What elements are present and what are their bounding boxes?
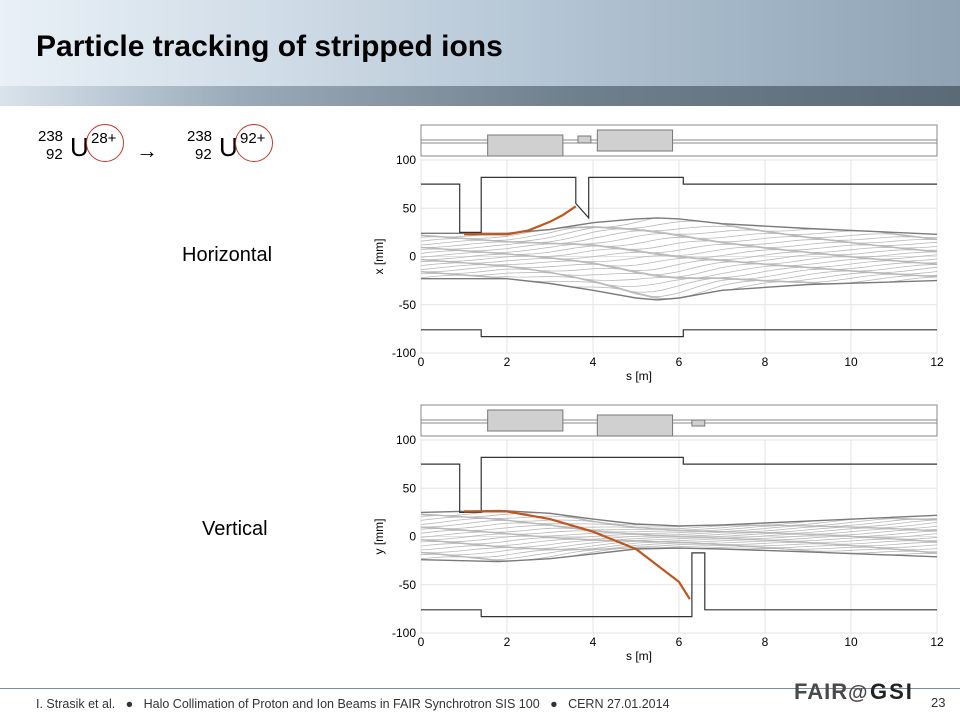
header-stripe xyxy=(0,86,960,106)
y-tick-label: -100 xyxy=(392,626,416,640)
x-tick-label: 0 xyxy=(418,635,425,649)
y-tick-label: 50 xyxy=(403,201,417,215)
y-tick-label: 100 xyxy=(396,433,416,447)
ion-after-symbol: U xyxy=(219,132,238,162)
fair-gsi-logo: FAIR @ GSI xyxy=(794,679,914,704)
beam-trace xyxy=(420,240,938,253)
beam-trace xyxy=(420,543,938,558)
beam-trace xyxy=(420,526,938,536)
arrow-icon: → xyxy=(136,138,158,163)
magnet xyxy=(691,419,706,427)
svg-text:GSI: GSI xyxy=(870,679,914,704)
page-title: Particle tracking of stripped ions xyxy=(36,30,503,63)
beam-trace xyxy=(420,513,938,530)
beam-envelope-upper xyxy=(420,509,938,527)
aperture-lower xyxy=(421,329,937,338)
footer: I. Strasik et al. ● Halo Collimation of … xyxy=(36,697,670,711)
beam-trace xyxy=(420,539,938,548)
x-tick-label: 4 xyxy=(590,355,597,369)
beam-trace xyxy=(420,260,938,278)
beam-envelope-lower xyxy=(421,278,938,301)
magnet xyxy=(487,409,564,432)
ion-before-symbol: U xyxy=(70,132,89,162)
x-tick-label: 0 xyxy=(418,355,425,369)
x-tick-label: 12 xyxy=(930,355,944,369)
magnet xyxy=(596,129,674,152)
aperture-upper xyxy=(421,176,937,233)
x-tick-label: 10 xyxy=(844,355,858,369)
y-tick-label: 100 xyxy=(396,153,416,167)
stripped-ion-trajectory xyxy=(464,205,577,236)
ion-before-mass: 238 xyxy=(38,128,64,145)
beam-trace xyxy=(420,271,938,293)
y-tick-label: -100 xyxy=(392,346,416,360)
aperture-upper xyxy=(421,456,937,513)
y-tick-label: 0 xyxy=(409,250,416,264)
x-tick-label: 6 xyxy=(676,635,683,649)
x-tick-label: 10 xyxy=(844,635,858,649)
x-tick-label: 4 xyxy=(590,635,597,649)
y-tick-label: -50 xyxy=(399,298,417,312)
ion-after-z: 92 xyxy=(195,146,212,163)
x-tick-label: 8 xyxy=(762,355,769,369)
beam-trace xyxy=(420,525,938,534)
beam-trace xyxy=(420,537,938,545)
y-tick-label: 0 xyxy=(409,530,416,544)
x-tick-label: 2 xyxy=(504,635,511,649)
charge-highlight-after xyxy=(235,124,273,162)
x-tick-label: 6 xyxy=(676,355,683,369)
beam-trace xyxy=(420,225,938,241)
aperture-lower xyxy=(421,552,937,618)
y-axis-label: y [mm] xyxy=(372,519,386,555)
vertical-label: Vertical xyxy=(202,518,268,540)
x-tick-label: 2 xyxy=(504,355,511,369)
magnet xyxy=(487,134,564,157)
svg-text:@: @ xyxy=(848,682,868,704)
footer-bullet-2: ● xyxy=(550,697,558,711)
beam-trace xyxy=(420,259,938,276)
footer-talk: Halo Collimation of Proton and Ion Beams… xyxy=(143,697,540,711)
beam-trace xyxy=(420,515,938,531)
horizontal-label: Horizontal xyxy=(182,244,273,266)
x-tick-label: 12 xyxy=(930,635,944,649)
y-axis-label: x [mm] xyxy=(372,239,386,275)
ion-before-z: 92 xyxy=(46,146,63,163)
beam-trace xyxy=(420,538,938,547)
svg-text:FAIR: FAIR xyxy=(794,679,848,704)
beam-trace xyxy=(420,258,938,272)
x-axis-label: s [m] xyxy=(626,369,652,383)
beam-trace xyxy=(420,226,938,243)
footer-divider xyxy=(0,688,960,689)
beam-trace xyxy=(420,245,938,257)
footer-event: CERN 27.01.2014 xyxy=(568,697,670,711)
beam-trace xyxy=(420,271,938,298)
footer-author: I. Strasik et al. xyxy=(36,697,116,711)
header-banner xyxy=(0,0,960,86)
magnet xyxy=(596,414,674,437)
y-tick-label: 50 xyxy=(403,481,417,495)
x-tick-label: 8 xyxy=(762,635,769,649)
ion-after-mass: 238 xyxy=(187,128,213,145)
page-number: 23 xyxy=(931,695,946,710)
y-tick-label: -50 xyxy=(399,578,417,592)
x-axis-label: s [m] xyxy=(626,649,652,663)
stripped-ion-trajectory xyxy=(464,510,691,600)
beam-trace xyxy=(420,243,938,254)
beam-trace xyxy=(420,528,938,537)
beam-trace xyxy=(420,544,938,561)
magnet xyxy=(577,135,592,144)
footer-bullet-1: ● xyxy=(125,697,134,711)
charge-highlight-before xyxy=(86,124,124,162)
